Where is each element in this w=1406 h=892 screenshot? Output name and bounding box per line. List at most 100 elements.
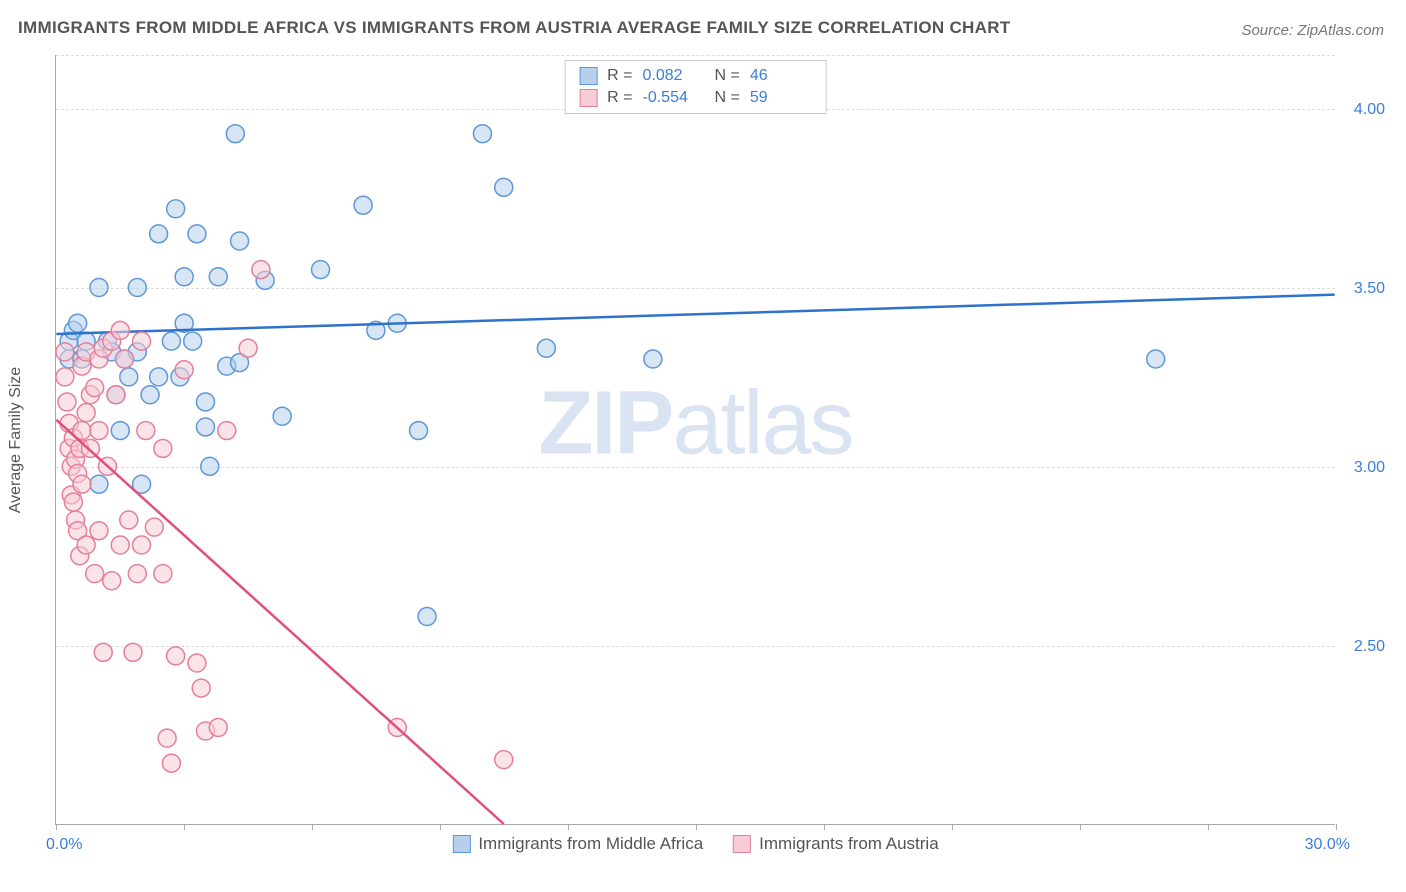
r-value-2: -0.554 — [643, 87, 705, 109]
plot-area: ZIPatlas Average Family Size 2.503.003.5… — [55, 55, 1335, 825]
data-point — [188, 225, 206, 243]
y-tick-label: 3.50 — [1341, 280, 1385, 298]
data-point — [410, 422, 428, 440]
data-point — [111, 321, 129, 339]
data-point — [154, 439, 172, 457]
data-point — [103, 572, 121, 590]
data-point — [495, 751, 513, 769]
data-point — [252, 261, 270, 279]
stats-row-2: R = -0.554 N = 59 — [579, 87, 812, 109]
data-point — [473, 125, 491, 143]
trend-line — [56, 295, 1334, 334]
source-label: Source: ZipAtlas.com — [1241, 22, 1384, 39]
trend-line — [56, 420, 503, 824]
data-point — [162, 754, 180, 772]
data-point — [239, 339, 257, 357]
x-axis-max-label: 30.0% — [1305, 836, 1350, 854]
data-point — [273, 407, 291, 425]
data-point — [107, 386, 125, 404]
y-axis-title: Average Family Size — [7, 366, 25, 512]
data-point — [354, 196, 372, 214]
data-point — [94, 643, 112, 661]
data-point — [162, 332, 180, 350]
data-point — [90, 475, 108, 493]
data-point — [116, 350, 134, 368]
data-point — [64, 493, 82, 511]
data-point — [196, 418, 214, 436]
data-point — [209, 268, 227, 286]
data-point — [86, 379, 104, 397]
data-point — [128, 279, 146, 297]
data-point — [111, 536, 129, 554]
legend-item-2: Immigrants from Austria — [733, 834, 939, 854]
y-tick-label: 4.00 — [1341, 101, 1385, 119]
data-point — [167, 200, 185, 218]
chart-svg — [56, 55, 1335, 824]
x-axis-min-label: 0.0% — [46, 836, 82, 854]
data-point — [69, 314, 87, 332]
chart-title: IMMIGRANTS FROM MIDDLE AFRICA VS IMMIGRA… — [18, 18, 1010, 38]
r-label: R = — [607, 87, 632, 109]
legend-swatch-blue — [579, 67, 597, 85]
data-point — [184, 332, 202, 350]
data-point — [56, 343, 74, 361]
data-point — [192, 679, 210, 697]
data-point — [231, 232, 249, 250]
data-point — [418, 608, 436, 626]
data-point — [120, 511, 138, 529]
data-point — [537, 339, 555, 357]
data-point — [90, 422, 108, 440]
data-point — [154, 565, 172, 583]
n-value-1: 46 — [750, 65, 812, 87]
stats-row-1: R = 0.082 N = 46 — [579, 65, 812, 87]
data-point — [133, 332, 151, 350]
data-point — [120, 368, 138, 386]
data-point — [226, 125, 244, 143]
n-label: N = — [715, 87, 740, 109]
data-point — [133, 536, 151, 554]
data-point — [145, 518, 163, 536]
data-point — [218, 422, 236, 440]
data-point — [644, 350, 662, 368]
data-point — [56, 368, 74, 386]
r-label: R = — [607, 65, 632, 87]
data-point — [201, 457, 219, 475]
data-point — [141, 386, 159, 404]
data-point — [150, 368, 168, 386]
data-point — [495, 178, 513, 196]
data-point — [73, 475, 91, 493]
y-tick-label: 2.50 — [1341, 638, 1385, 656]
legend-label-1: Immigrants from Middle Africa — [478, 834, 703, 854]
data-point — [90, 279, 108, 297]
data-point — [77, 536, 95, 554]
data-point — [137, 422, 155, 440]
data-point — [158, 729, 176, 747]
legend-label-2: Immigrants from Austria — [759, 834, 939, 854]
legend-swatch-pink — [579, 89, 597, 107]
y-tick-label: 3.00 — [1341, 459, 1385, 477]
data-point — [111, 422, 129, 440]
data-point — [150, 225, 168, 243]
data-point — [167, 647, 185, 665]
legend-item-1: Immigrants from Middle Africa — [452, 834, 703, 854]
data-point — [124, 643, 142, 661]
legend-swatch-blue — [452, 835, 470, 853]
data-point — [175, 268, 193, 286]
series-legend: Immigrants from Middle Africa Immigrants… — [452, 834, 938, 854]
data-point — [209, 718, 227, 736]
data-point — [1147, 350, 1165, 368]
data-point — [175, 361, 193, 379]
data-point — [90, 522, 108, 540]
n-label: N = — [715, 65, 740, 87]
data-point — [188, 654, 206, 672]
data-point — [128, 565, 146, 583]
data-point — [77, 404, 95, 422]
data-point — [312, 261, 330, 279]
n-value-2: 59 — [750, 87, 812, 109]
data-point — [196, 393, 214, 411]
data-point — [86, 565, 104, 583]
stats-legend: R = 0.082 N = 46 R = -0.554 N = 59 — [564, 60, 827, 114]
legend-swatch-pink — [733, 835, 751, 853]
r-value-1: 0.082 — [643, 65, 705, 87]
data-point — [58, 393, 76, 411]
